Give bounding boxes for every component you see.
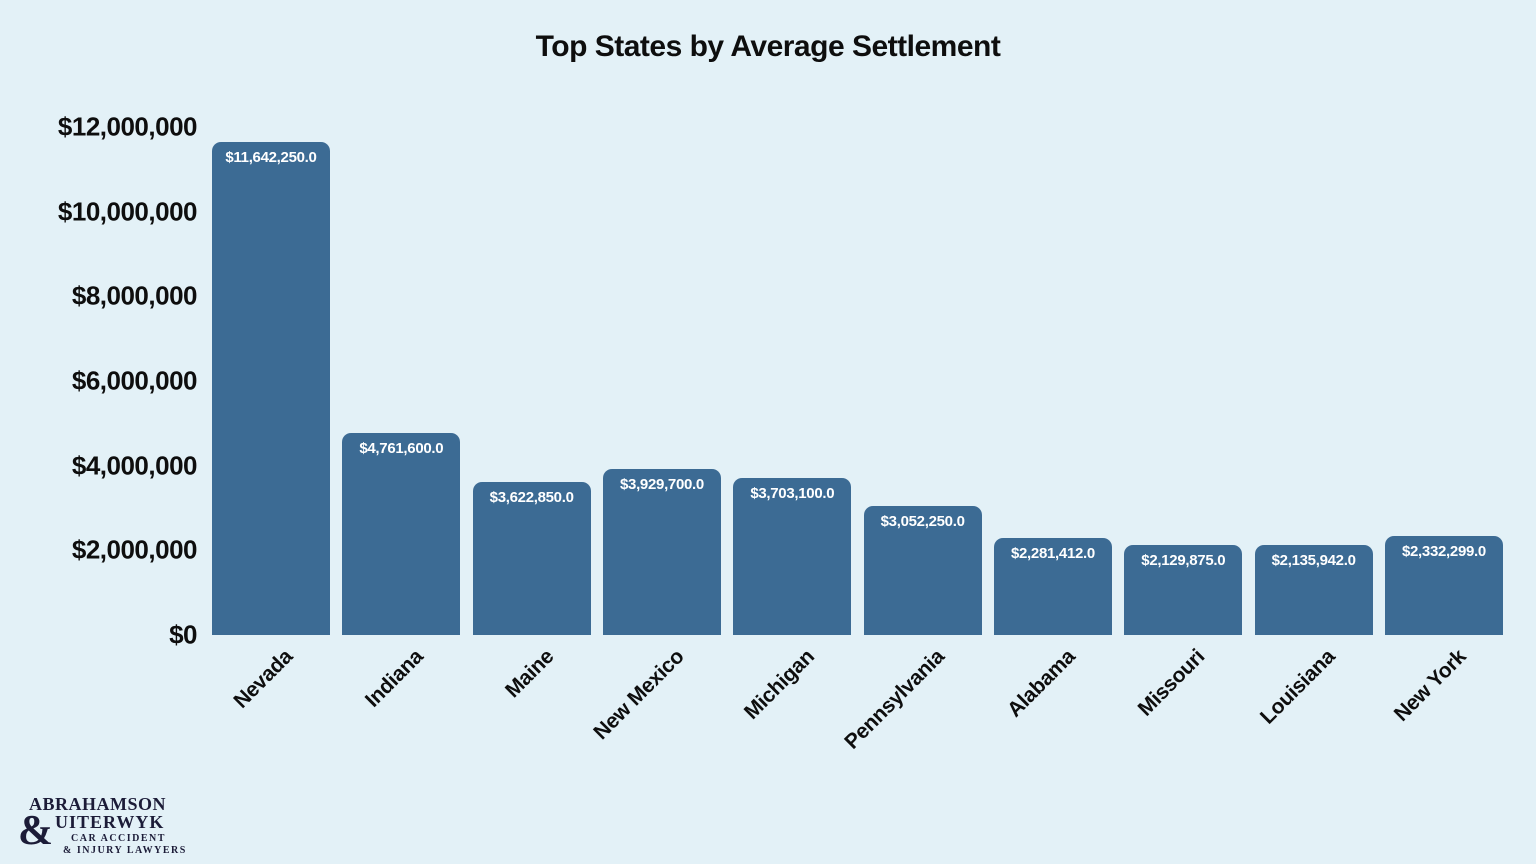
logo-ampersand: & — [18, 808, 53, 854]
x-tick-label-maine: Maine — [500, 645, 558, 703]
x-tick-label-pennsylvania: Pennsylvania — [840, 645, 949, 754]
y-tick-label: $4,000,000 — [71, 450, 198, 481]
bar-value-label: $2,332,299.0 — [1401, 543, 1486, 561]
x-tick-label-new-york: New York — [1389, 645, 1471, 726]
logo-name-uiterwyk: UITERWYK — [55, 812, 165, 832]
logo-row: & UITERWYK CAR ACCIDENT & INJURY LAWYERS — [18, 808, 187, 856]
logo-column: UITERWYK CAR ACCIDENT & INJURY LAWYERS — [55, 811, 187, 856]
bar-value-label: $3,052,250.0 — [880, 512, 965, 530]
bar-column-indiana: $4,761,600.0 Indiana — [342, 127, 461, 712]
x-tick-label-louisiana: Louisiana — [1256, 645, 1340, 729]
bar-column-nevada: $11,642,250.0 Nevada — [212, 127, 330, 713]
y-axis-labels: $12,000,000 $10,000,000 $8,000,000 $6,000,0… — [0, 112, 198, 650]
bar-indiana: $4,761,600.0 — [342, 433, 461, 635]
logo-tagline-injury-lawyers: & INJURY LAWYERS — [63, 845, 187, 856]
bar-column-new-mexico: $3,929,700.0 New Mexico — [589, 127, 721, 744]
bar-column-alabama: $2,281,412.0 Alabama — [993, 127, 1112, 722]
bar-value-label: $4,761,600.0 — [359, 440, 444, 458]
bar-value-label: $11,642,250.0 — [225, 149, 317, 167]
bar-column-michigan: $3,703,100.0 Michigan — [733, 127, 852, 724]
bar-column-louisiana: $2,135,942.0 Louisiana — [1254, 127, 1373, 729]
bar-column-missouri: $2,129,875.0 Missouri — [1124, 127, 1243, 721]
bar-new-york: $2,332,299.0 — [1384, 536, 1503, 635]
bar-michigan: $3,703,100.0 — [733, 478, 852, 635]
chart-title: Top States by Average Settlement — [535, 30, 1001, 63]
y-tick-label: $2,000,000 — [71, 534, 198, 565]
bar-maine: $3,622,850.0 — [472, 481, 591, 635]
logo-tagline-car-accident: CAR ACCIDENT — [71, 833, 166, 844]
y-tick-label: $6,000,000 — [71, 365, 198, 396]
bar-value-label: $3,929,700.0 — [619, 475, 704, 493]
bar-column-new-york: $2,332,299.0 New York — [1384, 127, 1503, 726]
bar-column-maine: $3,622,850.0 Maine — [472, 127, 591, 702]
bar-value-label: $2,281,412.0 — [1010, 545, 1095, 563]
y-tick-label: $12,000,000 — [57, 111, 198, 142]
bar-column-pennsylvania: $3,052,250.0 Pennsylvania — [840, 127, 982, 754]
brand-logo: ABRAHAMSON & UITERWYK CAR ACCIDENT & INJ… — [18, 795, 187, 856]
bar-value-label: $3,703,100.0 — [750, 485, 835, 503]
bar-value-label: $3,622,850.0 — [489, 488, 574, 506]
bar-alabama: $2,281,412.0 — [993, 538, 1112, 635]
bar-nevada: $11,642,250.0 — [212, 142, 330, 635]
y-tick-label: $8,000,000 — [71, 280, 198, 311]
logo-name-abrahamson: ABRAHAMSON — [29, 794, 167, 814]
x-tick-label-alabama: Alabama — [1002, 645, 1080, 722]
x-tick-label-nevada: Nevada — [229, 645, 298, 713]
bar-missouri: $2,129,875.0 — [1124, 544, 1243, 635]
x-tick-label-new-mexico: New Mexico — [589, 645, 689, 745]
bar-value-label: $2,129,875.0 — [1141, 551, 1226, 569]
plot-area: $11,642,250.0 Nevada $4,761,600.0 Indiana $3… — [212, 127, 1503, 754]
y-tick-label: $0 — [169, 619, 197, 650]
bar-pennsylvania: $3,052,250.0 — [863, 505, 982, 635]
x-tick-label-indiana: Indiana — [360, 645, 428, 712]
y-tick-label: $10,000,000 — [57, 196, 198, 227]
bar-new-mexico: $3,929,700.0 — [602, 468, 721, 635]
x-tick-label-michigan: Michigan — [739, 645, 819, 724]
x-tick-label-missouri: Missouri — [1133, 645, 1210, 721]
bar-value-label: $2,135,942.0 — [1271, 551, 1356, 569]
bar-louisiana: $2,135,942.0 — [1254, 544, 1373, 635]
